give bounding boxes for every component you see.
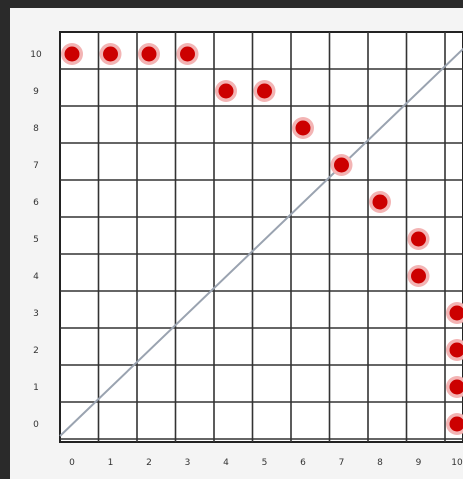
reference-line <box>59 47 463 437</box>
y-tick-label: 10 <box>30 50 42 60</box>
x-tick-label: 10 <box>451 458 463 468</box>
x-tick-label: 5 <box>262 458 268 468</box>
data-point <box>407 265 430 287</box>
data-point-marker <box>449 305 463 321</box>
y-tick-label: 7 <box>33 161 39 171</box>
x-tick-label: 1 <box>108 458 114 468</box>
x-tick-label: 7 <box>339 458 345 468</box>
y-tick-label: 3 <box>33 309 39 319</box>
y-tick-label: 0 <box>33 420 39 430</box>
y-tick-labels: 0 1 2 3 4 5 6 7 8 9 10 <box>30 50 42 430</box>
data-point <box>253 80 276 102</box>
data-point <box>292 117 314 139</box>
data-point-marker <box>218 83 234 99</box>
x-tick-label: 4 <box>223 458 229 468</box>
data-point <box>446 302 463 324</box>
x-tick-label: 6 <box>300 458 306 468</box>
data-point <box>446 339 463 361</box>
y-tick-label: 1 <box>33 383 39 393</box>
y-tick-label: 5 <box>33 235 39 245</box>
data-point-marker <box>411 231 426 247</box>
data-point-marker <box>103 46 118 62</box>
data-point-marker <box>449 416 463 432</box>
x-tick-labels: 0 1 2 3 4 5 6 7 8 9 10 <box>69 458 463 468</box>
data-point <box>446 376 463 398</box>
data-point <box>369 191 391 213</box>
data-point-marker <box>64 46 80 62</box>
data-point <box>330 154 353 176</box>
data-point <box>99 43 122 65</box>
data-point-marker <box>449 379 463 395</box>
data-point <box>215 80 237 102</box>
data-point <box>138 43 160 65</box>
data-point-marker <box>411 268 426 284</box>
data-point <box>61 43 83 65</box>
y-tick-label: 4 <box>33 272 39 282</box>
y-tick-label: 8 <box>33 124 39 134</box>
data-point-marker <box>257 83 272 99</box>
data-point-marker <box>141 46 157 62</box>
scatter-chart: 0 1 2 3 4 5 6 7 8 9 10 0 1 2 3 4 5 6 7 8 9 10 <box>30 31 463 468</box>
points-group <box>61 43 463 435</box>
data-point-marker <box>295 120 311 136</box>
data-point-marker <box>334 157 349 173</box>
x-tick-label: 9 <box>416 458 422 468</box>
reference-line-group <box>59 47 463 437</box>
data-point <box>446 413 463 435</box>
data-point <box>176 43 199 65</box>
y-tick-label: 2 <box>33 346 39 356</box>
data-point-marker <box>449 342 463 358</box>
x-tick-label: 3 <box>185 458 191 468</box>
chart-frame: 0 1 2 3 4 5 6 7 8 9 10 0 1 2 3 4 5 6 7 8 9 10 <box>10 8 463 479</box>
data-point-marker <box>180 46 195 62</box>
x-tick-label: 2 <box>146 458 152 468</box>
x-tick-label: 0 <box>69 458 75 468</box>
y-tick-label: 9 <box>33 87 39 97</box>
x-tick-label: 8 <box>377 458 383 468</box>
data-point <box>407 228 430 250</box>
data-point-marker <box>372 194 388 210</box>
y-tick-label: 6 <box>33 198 39 208</box>
